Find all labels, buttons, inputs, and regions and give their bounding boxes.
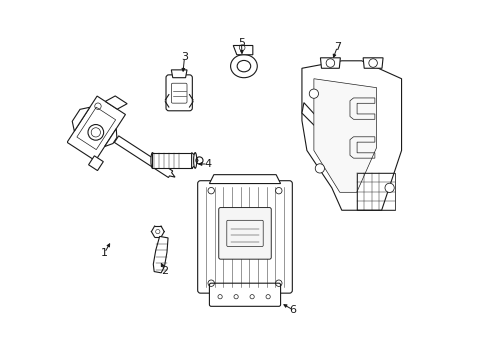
Ellipse shape bbox=[194, 153, 197, 168]
Polygon shape bbox=[172, 70, 187, 78]
FancyBboxPatch shape bbox=[166, 75, 193, 111]
Text: 2: 2 bbox=[161, 266, 169, 276]
Ellipse shape bbox=[231, 55, 257, 78]
Polygon shape bbox=[153, 237, 168, 273]
FancyBboxPatch shape bbox=[197, 181, 293, 293]
Polygon shape bbox=[302, 103, 334, 143]
Polygon shape bbox=[105, 129, 117, 147]
Ellipse shape bbox=[237, 60, 251, 72]
Polygon shape bbox=[152, 153, 192, 168]
Polygon shape bbox=[89, 156, 103, 171]
Circle shape bbox=[385, 183, 394, 193]
Polygon shape bbox=[363, 58, 383, 68]
FancyBboxPatch shape bbox=[219, 208, 271, 259]
Polygon shape bbox=[314, 79, 377, 192]
Polygon shape bbox=[209, 175, 281, 184]
Text: 1: 1 bbox=[101, 248, 108, 258]
Ellipse shape bbox=[151, 153, 154, 168]
Circle shape bbox=[315, 164, 324, 173]
Polygon shape bbox=[302, 61, 402, 210]
FancyBboxPatch shape bbox=[209, 283, 281, 306]
Polygon shape bbox=[72, 107, 90, 131]
Text: 3: 3 bbox=[181, 52, 188, 62]
Text: 7: 7 bbox=[334, 41, 341, 51]
Text: 5: 5 bbox=[238, 38, 245, 48]
Polygon shape bbox=[105, 96, 127, 109]
Polygon shape bbox=[320, 58, 341, 68]
Polygon shape bbox=[114, 136, 175, 177]
Text: 6: 6 bbox=[290, 305, 296, 315]
Polygon shape bbox=[67, 96, 125, 161]
Polygon shape bbox=[233, 45, 253, 55]
Text: 4: 4 bbox=[204, 159, 211, 169]
Circle shape bbox=[309, 89, 318, 98]
Polygon shape bbox=[192, 153, 198, 168]
